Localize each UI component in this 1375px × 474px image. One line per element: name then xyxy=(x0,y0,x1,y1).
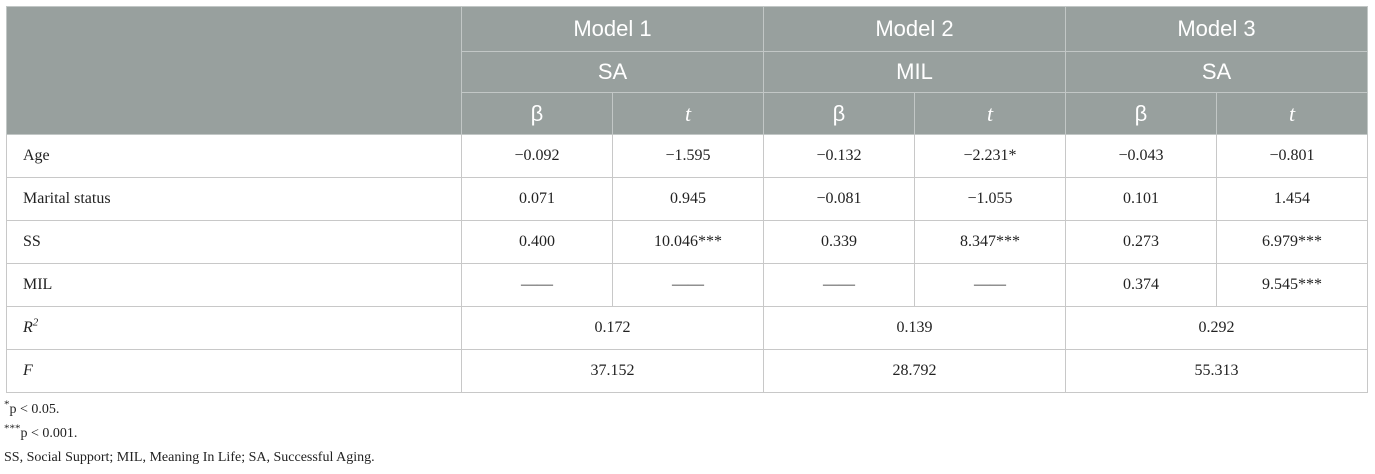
r-squared-model-1: 0.172 xyxy=(461,306,764,350)
row-label: Age xyxy=(6,134,462,178)
table-cell: −0.092 xyxy=(461,134,613,178)
header-dependent-2: MIL xyxy=(763,51,1066,93)
table-row: Marital status 0.071 0.945 −0.081 −1.055… xyxy=(6,177,1368,221)
r-squared-symbol: R xyxy=(23,319,33,336)
table-cell: −0.801 xyxy=(1216,134,1368,178)
table-cell: 0.101 xyxy=(1065,177,1217,221)
table-row: MIL —— —— —— —— 0.374 9.545*** xyxy=(6,263,1368,307)
header-model-1: Model 1 xyxy=(461,6,764,52)
table-cell: —— xyxy=(461,263,613,307)
header-t-2: t xyxy=(914,92,1066,135)
f-model-3: 55.313 xyxy=(1065,349,1368,393)
footnote-significance-05: *p < 0.05. xyxy=(4,398,375,422)
table-row: SS 0.400 10.046*** 0.339 8.347*** 0.273 … xyxy=(6,220,1368,264)
table-cell: 6.979*** xyxy=(1216,220,1368,264)
table-cell: −1.595 xyxy=(612,134,764,178)
table-cell: −2.231* xyxy=(914,134,1066,178)
row-label-r-squared: R2 xyxy=(6,306,462,350)
table-cell: −1.055 xyxy=(914,177,1066,221)
table-cell: 0.339 xyxy=(763,220,915,264)
table-cell: —— xyxy=(914,263,1066,307)
header-beta-3: β xyxy=(1065,92,1217,135)
table-cell: 0.071 xyxy=(461,177,613,221)
header-beta-2: β xyxy=(763,92,915,135)
r-squared-exponent: 2 xyxy=(32,316,39,329)
footnote-abbreviations: SS, Social Support; MIL, Meaning In Life… xyxy=(4,446,375,470)
table-cell: 1.454 xyxy=(1216,177,1368,221)
header-corner xyxy=(6,6,462,135)
header-t-3: t xyxy=(1216,92,1368,135)
table-cell: −0.081 xyxy=(763,177,915,221)
f-model-2: 28.792 xyxy=(763,349,1066,393)
row-label: SS xyxy=(6,220,462,264)
regression-table: Model 1 Model 2 Model 3 SA MIL SA β t β … xyxy=(6,6,1368,393)
r-squared-model-3: 0.292 xyxy=(1065,306,1368,350)
row-label: MIL xyxy=(6,263,462,307)
footnote-text: p < 0.001. xyxy=(20,426,78,441)
table-cell: 0.374 xyxy=(1065,263,1217,307)
table-cell: 0.945 xyxy=(612,177,764,221)
table-cell: −0.043 xyxy=(1065,134,1217,178)
footnote-marker: * xyxy=(4,398,10,411)
table-cell: 9.545*** xyxy=(1216,263,1368,307)
table-row-r-squared: R2 0.172 0.139 0.292 xyxy=(6,306,1368,350)
header-dependent-1: SA xyxy=(461,51,764,93)
table-footnotes: *p < 0.05. ***p < 0.001. SS, Social Supp… xyxy=(4,398,375,470)
table-cell: 8.347*** xyxy=(914,220,1066,264)
footnote-text: SS, Social Support; MIL, Meaning In Life… xyxy=(4,450,375,465)
table-row: Age −0.092 −1.595 −0.132 −2.231* −0.043 … xyxy=(6,134,1368,178)
header-model-3: Model 3 xyxy=(1065,6,1368,52)
header-t-1: t xyxy=(612,92,764,135)
r-squared-model-2: 0.139 xyxy=(763,306,1066,350)
f-model-1: 37.152 xyxy=(461,349,764,393)
table-cell: 0.273 xyxy=(1065,220,1217,264)
footnote-significance-001: ***p < 0.001. xyxy=(4,422,375,446)
table-cell: —— xyxy=(763,263,915,307)
footnote-marker: *** xyxy=(4,422,21,435)
table-cell: 10.046*** xyxy=(612,220,764,264)
table-row-f-statistic: F 37.152 28.792 55.313 xyxy=(6,349,1368,393)
header-model-2: Model 2 xyxy=(763,6,1066,52)
regression-table-container: Model 1 Model 2 Model 3 SA MIL SA β t β … xyxy=(6,6,1368,393)
footnote-text: p < 0.05. xyxy=(9,402,60,417)
row-label-f: F xyxy=(6,349,462,393)
table-cell: 0.400 xyxy=(461,220,613,264)
header-dependent-3: SA xyxy=(1065,51,1368,93)
row-label: Marital status xyxy=(6,177,462,221)
table-cell: —— xyxy=(612,263,764,307)
table-cell: −0.132 xyxy=(763,134,915,178)
header-beta-1: β xyxy=(461,92,613,135)
